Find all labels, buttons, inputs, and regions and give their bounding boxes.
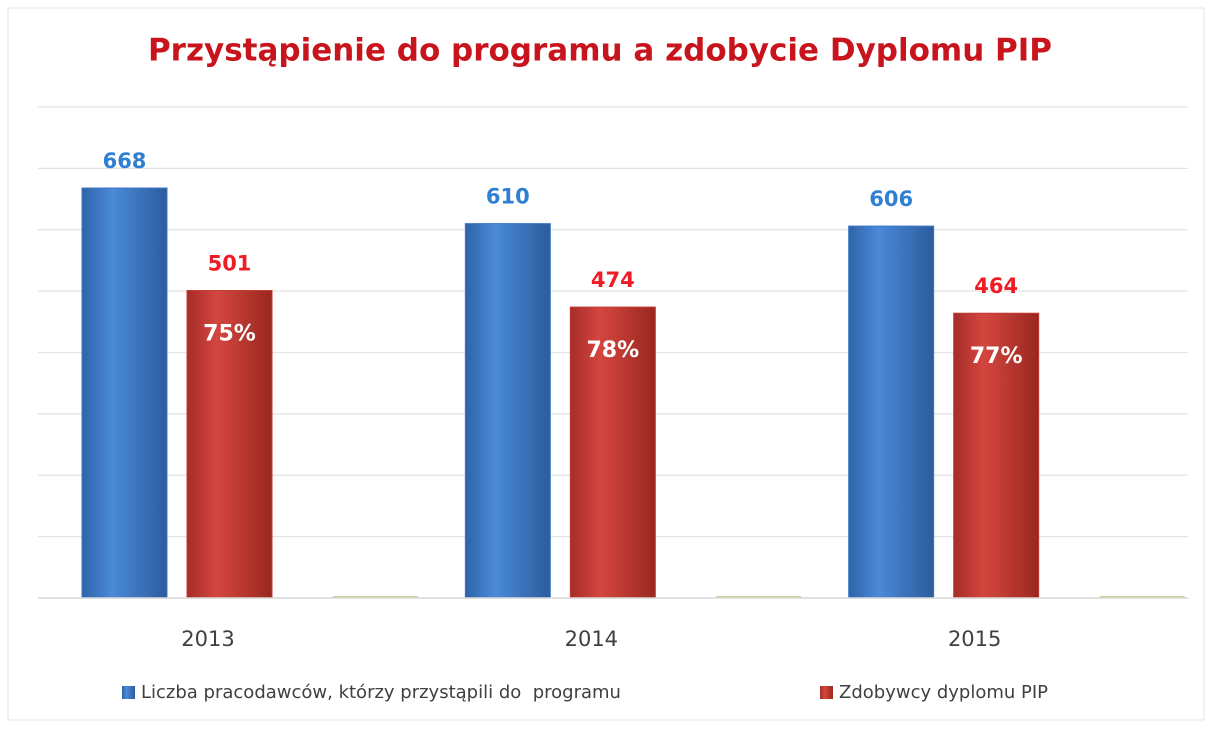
bar <box>569 306 656 599</box>
percent-label: 75% <box>203 322 256 347</box>
legend-swatch <box>820 686 833 699</box>
chart-border <box>7 7 1205 721</box>
x-tick-label: 2013 <box>181 627 234 651</box>
value-label: 606 <box>869 187 913 211</box>
bar <box>186 290 273 599</box>
chart-title: Przystąpienie do programu a zdobycie Dyp… <box>148 33 1052 69</box>
value-label: 501 <box>208 252 252 276</box>
value-label: 464 <box>974 274 1018 298</box>
x-tick-label: 2015 <box>948 627 1001 651</box>
x-tick-label: 2014 <box>565 627 618 651</box>
legend-swatch <box>122 686 135 699</box>
bar <box>953 312 1040 599</box>
percent-label: 77% <box>970 344 1023 369</box>
value-label: 668 <box>103 149 147 173</box>
value-label: 474 <box>591 268 635 292</box>
bar <box>848 225 935 599</box>
value-label: 610 <box>486 185 530 209</box>
bar <box>81 187 168 599</box>
percent-label: 78% <box>586 338 639 363</box>
legend-label: Zdobywcy dyplomu PIP <box>839 682 1048 703</box>
bar <box>464 223 551 599</box>
legend-label: Liczba pracodawców, którzy przystąpili d… <box>141 682 621 703</box>
